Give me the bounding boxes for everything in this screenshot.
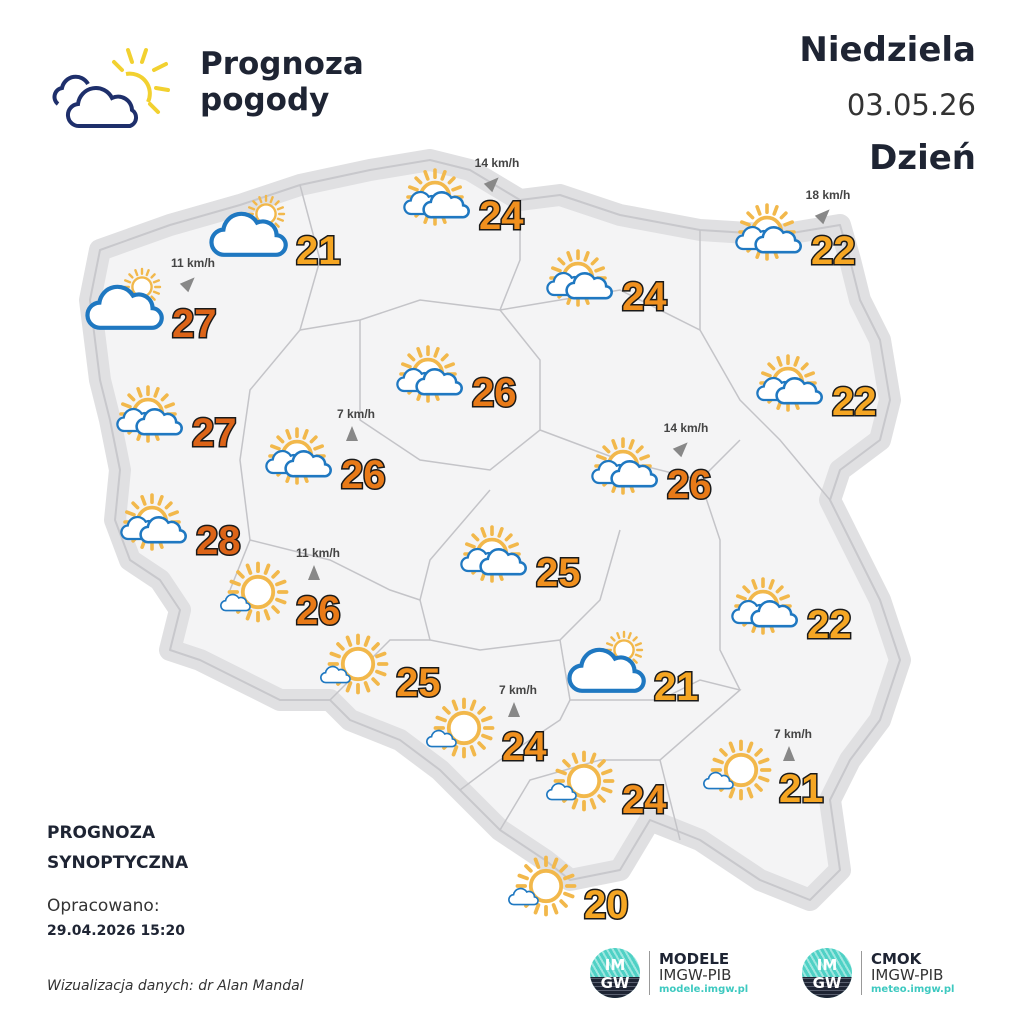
- temperature-label: 24: [622, 275, 667, 319]
- temperature-label: 26: [341, 453, 386, 497]
- wind-speed-label: 7 km/h: [499, 683, 537, 697]
- poland-outline: [89, 159, 901, 901]
- forecast-type-line-1: PROGNOZA: [47, 823, 156, 843]
- forecast-location: 28: [120, 493, 242, 565]
- forecast-location: 21: [211, 194, 342, 275]
- forecast-location: 22 18 km/h: [735, 188, 857, 275]
- part-of-day: Dzień: [869, 138, 976, 178]
- forecast-location: 26: [396, 345, 518, 417]
- temperature-label: 22: [807, 603, 852, 647]
- title-line-2: pogody: [200, 82, 330, 118]
- forecast-location: 26 7 km/h: [265, 407, 387, 499]
- temperature-label: 28: [196, 519, 241, 563]
- logo-name: MODELE: [659, 950, 730, 968]
- wind-direction-arrow-icon: [483, 177, 499, 193]
- temperature-label: 22: [832, 380, 877, 424]
- wind-direction-arrow-icon: [814, 209, 830, 225]
- prepared-label: Opracowano:: [47, 896, 160, 916]
- forecast-location: 25: [320, 633, 442, 707]
- forecast-type-line-2: SYNOPTYCZNA: [47, 853, 189, 873]
- logo-cmok: IM GW CMOK IMGW-PIB meteo.imgw.pl: [802, 948, 954, 998]
- forecast-location: 20: [508, 855, 630, 929]
- temperature-label: 26: [667, 463, 712, 507]
- logo-org: IMGW-PIB: [871, 966, 944, 984]
- forecast-location: 24 7 km/h: [426, 683, 549, 771]
- temperature-label: 27: [192, 411, 237, 455]
- forecast-location: 22: [756, 354, 878, 426]
- wind-speed-label: 7 km/h: [337, 407, 375, 421]
- header-logo-icon: [52, 48, 170, 129]
- temperature-label: 25: [536, 551, 581, 595]
- forecast-location: 21: [569, 630, 700, 711]
- wind-direction-arrow-icon: [179, 277, 195, 293]
- logo-url: modele.imgw.pl: [659, 984, 749, 995]
- wind-direction-arrow-icon: [783, 746, 795, 761]
- logo-org: IMGW-PIB: [659, 966, 732, 984]
- forecast-type: PROGNOZA SYNOPTYCZNA: [47, 818, 188, 878]
- forecast-location: 27: [116, 385, 238, 457]
- temperature-label: 26: [472, 371, 517, 415]
- wind-direction-arrow-icon: [308, 565, 320, 580]
- imgw-badge-icon: IM GW: [590, 948, 640, 998]
- imgw-badge-icon: IM GW: [802, 948, 852, 998]
- wind-speed-label: 7 km/h: [774, 727, 812, 741]
- temperature-label: 27: [172, 302, 217, 346]
- forecast-date: 03.05.26: [846, 88, 976, 122]
- forecast-location: 22: [731, 577, 853, 649]
- badge-bottom: GW: [600, 974, 630, 992]
- forecast-location: 25: [460, 525, 582, 597]
- badge-bottom: GW: [812, 974, 842, 992]
- temperature-label: 20: [584, 883, 629, 927]
- forecast-location: 24 14 km/h: [403, 156, 526, 240]
- forecast-location: 26 11 km/h: [220, 546, 342, 635]
- page-title: Prognoza pogody: [200, 46, 364, 118]
- wind-speed-label: 14 km/h: [475, 156, 520, 170]
- wind-speed-label: 18 km/h: [806, 188, 851, 202]
- temperature-label: 24: [479, 194, 524, 238]
- forecast-location: 24: [546, 249, 669, 321]
- temperature-label: 21: [654, 665, 699, 709]
- forecast-location: 21 7 km/h: [703, 727, 825, 813]
- forecast-location: 26 14 km/h: [591, 421, 713, 509]
- prepared-date: 29.04.2026 15:20: [47, 923, 186, 939]
- badge-top: IM: [604, 956, 626, 974]
- temperature-label: 22: [811, 229, 856, 273]
- forecast-location: 27 11 km/h: [87, 256, 218, 348]
- logo-modele: IM GW MODELE IMGW-PIB modele.imgw.pl: [590, 948, 748, 998]
- divider: [861, 951, 862, 995]
- temperature-label: 21: [779, 767, 824, 811]
- forecast-day: Niedziela: [799, 30, 976, 70]
- forecast-location: 24: [546, 750, 669, 824]
- wind-speed-label: 11 km/h: [296, 546, 340, 560]
- wind-direction-arrow-icon: [508, 702, 520, 717]
- temperature-label: 24: [622, 778, 667, 822]
- temperature-label: 21: [296, 229, 341, 273]
- badge-top: IM: [816, 956, 838, 974]
- credit: Wizualizacja danych: dr Alan Mandal: [47, 978, 304, 994]
- wind-speed-label: 14 km/h: [664, 421, 709, 435]
- title-line-1: Prognoza: [200, 46, 364, 82]
- logo-url: meteo.imgw.pl: [871, 984, 955, 995]
- temperature-label: 26: [296, 589, 341, 633]
- temperature-label: 25: [396, 661, 441, 705]
- temperature-label: 24: [502, 725, 547, 769]
- divider: [649, 951, 650, 995]
- wind-direction-arrow-icon: [672, 442, 688, 458]
- wind-speed-label: 11 km/h: [171, 256, 215, 270]
- logo-name: CMOK: [871, 950, 922, 968]
- wind-direction-arrow-icon: [346, 426, 358, 441]
